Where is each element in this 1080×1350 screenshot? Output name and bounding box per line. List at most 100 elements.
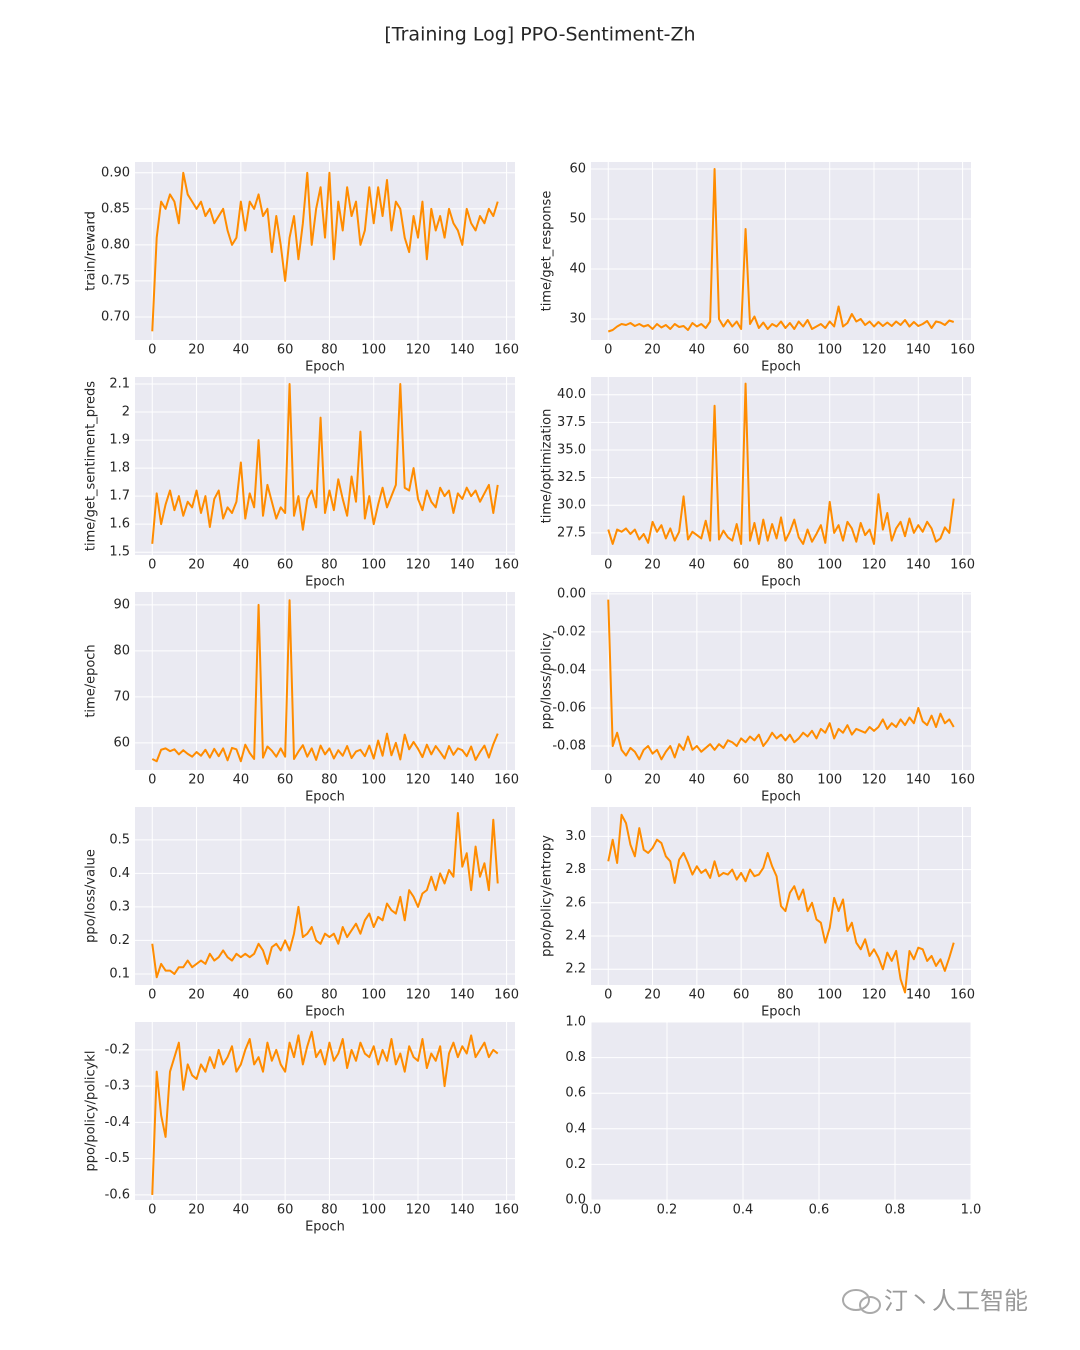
x-tick-label: 0.6 <box>809 1203 830 1218</box>
x-tick-label: 100 <box>817 343 842 358</box>
x-tick-label: 140 <box>906 988 931 1003</box>
x-tick-label: 0.2 <box>657 1203 678 1218</box>
y-axis-label: time/optimization <box>540 409 555 524</box>
x-tick-label: 80 <box>777 773 794 788</box>
x-tick-label: 0 <box>604 988 612 1003</box>
y-axis-label: time/get_sentiment_preds <box>84 381 99 551</box>
y-tick-label: 40 <box>569 262 586 277</box>
y-tick-label: -0.6 <box>105 1187 130 1202</box>
plot-area <box>591 162 971 340</box>
y-axis-label: time/get_response <box>540 191 555 312</box>
x-tick-label: 140 <box>450 1203 475 1218</box>
y-tick-label: 2 <box>122 405 130 420</box>
y-tick-label: 27.5 <box>557 525 586 540</box>
y-tick-label: 0.2 <box>565 1157 586 1172</box>
y-tick-label: 2.6 <box>565 895 586 910</box>
x-tick-label: 80 <box>321 558 338 573</box>
y-tick-label: -0.4 <box>105 1115 130 1130</box>
plot-area <box>591 377 971 555</box>
x-tick-label: 80 <box>777 988 794 1003</box>
y-tick-label: 2.4 <box>565 929 586 944</box>
y-tick-label: 3.0 <box>565 829 586 844</box>
x-tick-label: 140 <box>450 558 475 573</box>
x-tick-label: 120 <box>862 988 887 1003</box>
x-tick-label: 0 <box>148 773 156 788</box>
subplot: 0 20 40 60 80 100 120 140 160 -0.6 -0.5 -0.4 -0.3 -0.… <box>84 1022 519 1235</box>
x-tick-label: 0 <box>148 1203 156 1218</box>
subplot: 0 20 40 60 80 100 120 140 160 60 70 80 90 Epoch time/e… <box>84 592 519 805</box>
x-tick-label: 80 <box>777 558 794 573</box>
subplot: 0 20 40 60 80 100 120 140 160 1.5 1.6 1.7 1.8 1.9 2 2.1… <box>84 377 519 590</box>
x-axis-label: Epoch <box>305 790 345 805</box>
x-tick-label: 120 <box>406 988 431 1003</box>
x-tick-label: 120 <box>406 773 431 788</box>
x-tick-label: 40 <box>233 558 250 573</box>
x-tick-label: 20 <box>188 988 205 1003</box>
x-tick-label: 1.0 <box>961 1203 982 1218</box>
x-tick-label: 0 <box>148 558 156 573</box>
subplot: 0.0 0.2 0.4 0.6 0.8 1.0 0.0 0.2 0.4 0.6 0.8 1.0 <box>565 1015 981 1218</box>
x-tick-label: 120 <box>862 343 887 358</box>
y-tick-label: -0.2 <box>105 1042 130 1057</box>
x-tick-label: 140 <box>450 343 475 358</box>
plot-area <box>135 377 515 555</box>
y-tick-label: 0.4 <box>109 866 130 881</box>
x-tick-label: 0 <box>148 988 156 1003</box>
y-tick-label: 60 <box>569 162 586 177</box>
plot-area <box>135 592 515 770</box>
x-tick-label: 100 <box>817 558 842 573</box>
x-tick-label: 140 <box>906 773 931 788</box>
plot-area <box>591 592 971 770</box>
x-tick-label: 100 <box>361 558 386 573</box>
y-tick-label: 60 <box>113 735 130 750</box>
y-axis-label: time/epoch <box>84 644 99 717</box>
y-axis-label: train/reward <box>84 211 99 291</box>
x-tick-label: 160 <box>494 1203 519 1218</box>
y-tick-label: 2.2 <box>565 962 586 977</box>
y-tick-label: -0.02 <box>552 624 586 639</box>
y-tick-label: 1.6 <box>109 517 130 532</box>
x-tick-label: 140 <box>450 773 475 788</box>
x-tick-label: 140 <box>906 343 931 358</box>
y-tick-label: 35.0 <box>557 442 586 457</box>
x-tick-label: 20 <box>188 558 205 573</box>
x-tick-label: 60 <box>733 343 750 358</box>
x-tick-label: 80 <box>321 773 338 788</box>
data-line <box>607 599 955 761</box>
x-tick-label: 160 <box>494 343 519 358</box>
y-axis-label: ppo/policy/entropy <box>540 835 555 957</box>
y-tick-label: 0.6 <box>565 1086 586 1101</box>
x-tick-label: 120 <box>862 773 887 788</box>
x-tick-label: 160 <box>494 988 519 1003</box>
data-line <box>151 1030 499 1195</box>
x-tick-label: 0.0 <box>581 1203 602 1218</box>
y-tick-label: 0.2 <box>109 933 130 948</box>
y-tick-label: 37.5 <box>557 415 586 430</box>
y-axis-label: ppo/loss/value <box>84 849 99 943</box>
x-tick-label: 60 <box>277 343 294 358</box>
data-line <box>607 382 955 545</box>
x-tick-label: 20 <box>644 558 661 573</box>
data-line <box>607 168 955 333</box>
y-tick-label: -0.3 <box>105 1079 130 1094</box>
x-tick-label: 60 <box>733 988 750 1003</box>
x-tick-label: 80 <box>321 343 338 358</box>
x-tick-label: 120 <box>406 558 431 573</box>
x-tick-label: 120 <box>406 343 431 358</box>
x-tick-label: 20 <box>188 343 205 358</box>
x-tick-label: 60 <box>733 773 750 788</box>
x-tick-label: 60 <box>277 988 294 1003</box>
x-tick-label: 100 <box>817 773 842 788</box>
x-tick-label: 20 <box>644 343 661 358</box>
y-tick-label: 1.9 <box>109 433 130 448</box>
x-tick-label: 20 <box>644 773 661 788</box>
x-tick-label: 160 <box>950 558 975 573</box>
y-tick-label: 90 <box>113 597 130 612</box>
x-tick-label: 60 <box>277 773 294 788</box>
x-tick-label: 80 <box>321 988 338 1003</box>
x-tick-label: 160 <box>950 343 975 358</box>
y-tick-label: 0.90 <box>101 165 130 180</box>
y-axis-label: ppo/loss/policy <box>540 632 555 729</box>
x-tick-label: 0.8 <box>885 1203 906 1218</box>
